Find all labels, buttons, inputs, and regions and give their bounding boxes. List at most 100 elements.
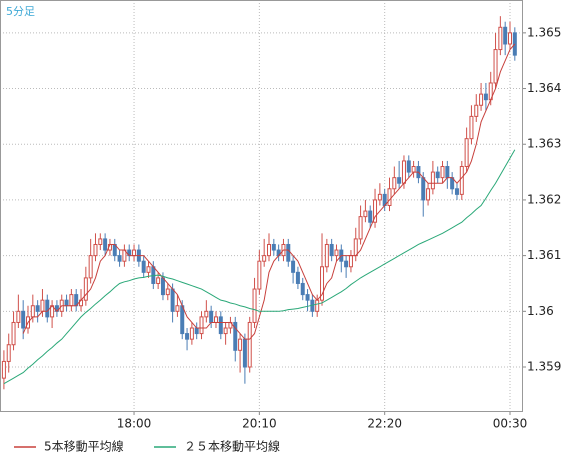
candle-body [146, 266, 151, 273]
legend-label: 5本移動平均線 [44, 439, 124, 454]
candle-body [199, 316, 204, 335]
candle-body [213, 316, 218, 323]
candle-body [242, 338, 247, 368]
candle-body [262, 255, 267, 262]
y-tick-label: 1.36 [527, 304, 554, 318]
candle-body [401, 160, 406, 184]
candle-body [11, 321, 16, 346]
candle-body [387, 188, 392, 206]
candle-body [464, 138, 469, 168]
candle-body [498, 26, 503, 51]
candle-body [363, 210, 368, 218]
candle-body [474, 104, 479, 117]
candle-body [165, 288, 170, 296]
ma-line [3, 149, 516, 385]
candle-body [445, 166, 450, 179]
candle-body [305, 294, 310, 301]
candle-body [16, 310, 21, 323]
candle-body [209, 310, 214, 323]
candle-body [508, 32, 512, 45]
candle-body [315, 299, 320, 312]
candle-body [218, 316, 223, 335]
candle-body [98, 238, 103, 245]
candle-body [30, 305, 35, 318]
candle-body [358, 216, 363, 240]
candle-body [83, 277, 88, 301]
candle-body [40, 299, 45, 312]
candle-body [132, 249, 137, 257]
candle-body [353, 238, 358, 257]
candle-body [324, 243, 329, 268]
candle-body [300, 282, 305, 296]
candle-body [344, 260, 349, 268]
candle-body [459, 166, 464, 195]
candle-body [435, 171, 440, 179]
x-tick-label: 18:00 [117, 417, 152, 431]
candle-body [6, 344, 11, 362]
candle-body [373, 199, 378, 223]
candle-body [291, 260, 296, 273]
candle-body [469, 115, 474, 140]
candle-body [45, 299, 50, 318]
candle-body [223, 327, 228, 335]
candle-body [88, 255, 93, 279]
y-tick-label: 1.361 [527, 248, 561, 262]
y-tick-label: 1.363 [527, 137, 561, 151]
candle-body [252, 288, 257, 323]
x-tick-label: 20:10 [242, 417, 277, 431]
candle-body [493, 49, 498, 84]
candle-body [117, 255, 122, 262]
candle-body [194, 327, 199, 335]
candle-body [440, 166, 445, 179]
candle-body [267, 243, 271, 257]
candle-body [247, 321, 252, 368]
candle-body [334, 249, 339, 257]
candle-body [93, 243, 98, 257]
candle-body [160, 277, 165, 296]
candle-body [35, 305, 40, 312]
candle-body [512, 32, 517, 56]
candle-body [392, 177, 397, 190]
candle-body [170, 288, 175, 312]
x-tick-label: 22:20 [367, 417, 402, 431]
candle-body [103, 238, 108, 251]
ma-line [22, 43, 516, 340]
y-tick-label: 1.362 [527, 192, 561, 206]
candle-body [411, 166, 416, 173]
candle-body [426, 188, 431, 201]
candle-body [156, 277, 161, 284]
candle-body [295, 271, 300, 284]
candle-body [175, 305, 180, 312]
candle-body [348, 255, 353, 268]
candle-body [421, 177, 426, 201]
candle-body [377, 193, 382, 201]
candle-body [397, 177, 402, 184]
candle-body [69, 294, 74, 307]
candle-body [483, 93, 488, 101]
legend-label: ２５本移動平均線 [184, 439, 280, 454]
chart-title: 5分足 [6, 5, 35, 18]
candle-body [238, 338, 243, 351]
candle-body [503, 26, 508, 45]
candle-body [271, 243, 276, 251]
candle-body [185, 333, 190, 340]
candle-body [233, 321, 238, 351]
candle-body [21, 310, 26, 329]
candle-body [329, 243, 334, 257]
candle-body [204, 310, 209, 318]
candle-body [286, 243, 291, 262]
candle-body [257, 260, 262, 290]
candle-body [406, 160, 411, 173]
y-tick-label: 1.365 [527, 25, 561, 39]
candle-body [368, 210, 373, 223]
candle-body [141, 260, 146, 273]
candle-body [454, 188, 459, 195]
candle-body [180, 305, 185, 335]
y-tick-label: 1.364 [527, 81, 561, 95]
plot-frame [0, 0, 523, 412]
candle-body [189, 327, 194, 340]
candle-body [320, 266, 325, 301]
candle-body [64, 299, 69, 307]
